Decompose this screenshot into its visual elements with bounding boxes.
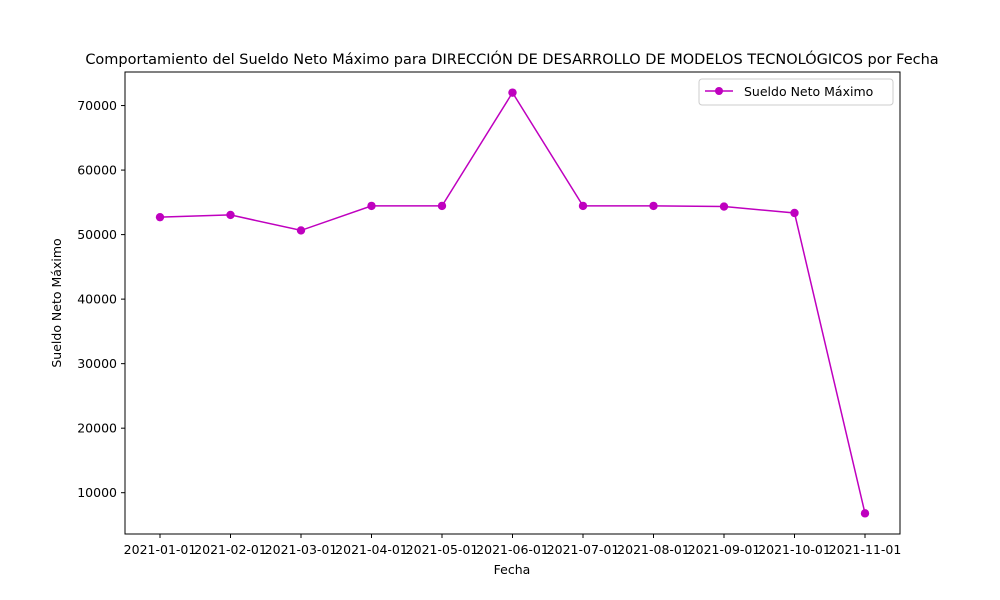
x-tick-label: 2021-03-01 (265, 542, 338, 557)
legend-box (698, 78, 894, 106)
x-axis-ticks: 2021-01-012021-02-012021-03-012021-04-01… (124, 534, 902, 557)
y-tick-label: 50000 (77, 227, 117, 242)
data-point (296, 226, 306, 235)
x-tick-label: 2021-02-01 (194, 542, 267, 557)
y-tick-label: 30000 (77, 356, 117, 371)
y-axis-ticks: 10000 20000 30000 40000 50000 60000 70000 (77, 98, 125, 500)
y-tick-label: 70000 (77, 98, 117, 113)
data-point (437, 201, 447, 211)
data-point (719, 202, 729, 211)
chart-title: Comportamiento del Sueldo Neto Máximo pa… (85, 50, 938, 68)
x-tick-label: 2021-06-01 (476, 542, 549, 557)
x-tick-label: 2021-05-01 (406, 542, 479, 557)
x-axis-label: Fecha (494, 562, 531, 577)
y-tick-label: 40000 (77, 292, 117, 307)
plot-frame (124, 71, 901, 535)
x-tick-label: 2021-08-01 (617, 542, 690, 557)
series-layer (155, 88, 870, 518)
x-tick-label: 2021-10-01 (758, 542, 831, 557)
x-tick-label: 2021-07-01 (547, 542, 620, 557)
data-point (508, 88, 517, 97)
y-tick-label: 20000 (77, 421, 117, 436)
legend-marker-swatch (715, 87, 723, 95)
data-point (790, 208, 799, 218)
plot-area (125, 72, 900, 534)
x-tick-label: 2021-04-01 (335, 542, 408, 557)
x-tick-label: 2021-01-01 (124, 542, 197, 557)
data-point (649, 201, 658, 211)
data-point (367, 201, 376, 211)
data-point (860, 509, 870, 518)
data-point (155, 212, 165, 222)
data-point (578, 201, 588, 211)
x-tick-label: 2021-11-01 (829, 542, 902, 557)
x-tick-label: 2021-09-01 (688, 542, 761, 557)
legend: Sueldo Neto Máximo (698, 78, 894, 106)
y-axis-label: Sueldo Neto Máximo (49, 238, 64, 367)
y-tick-label: 10000 (77, 485, 117, 500)
y-tick-label: 60000 (77, 163, 117, 178)
legend-label: Sueldo Neto Máximo (744, 84, 873, 99)
data-point (226, 210, 235, 220)
